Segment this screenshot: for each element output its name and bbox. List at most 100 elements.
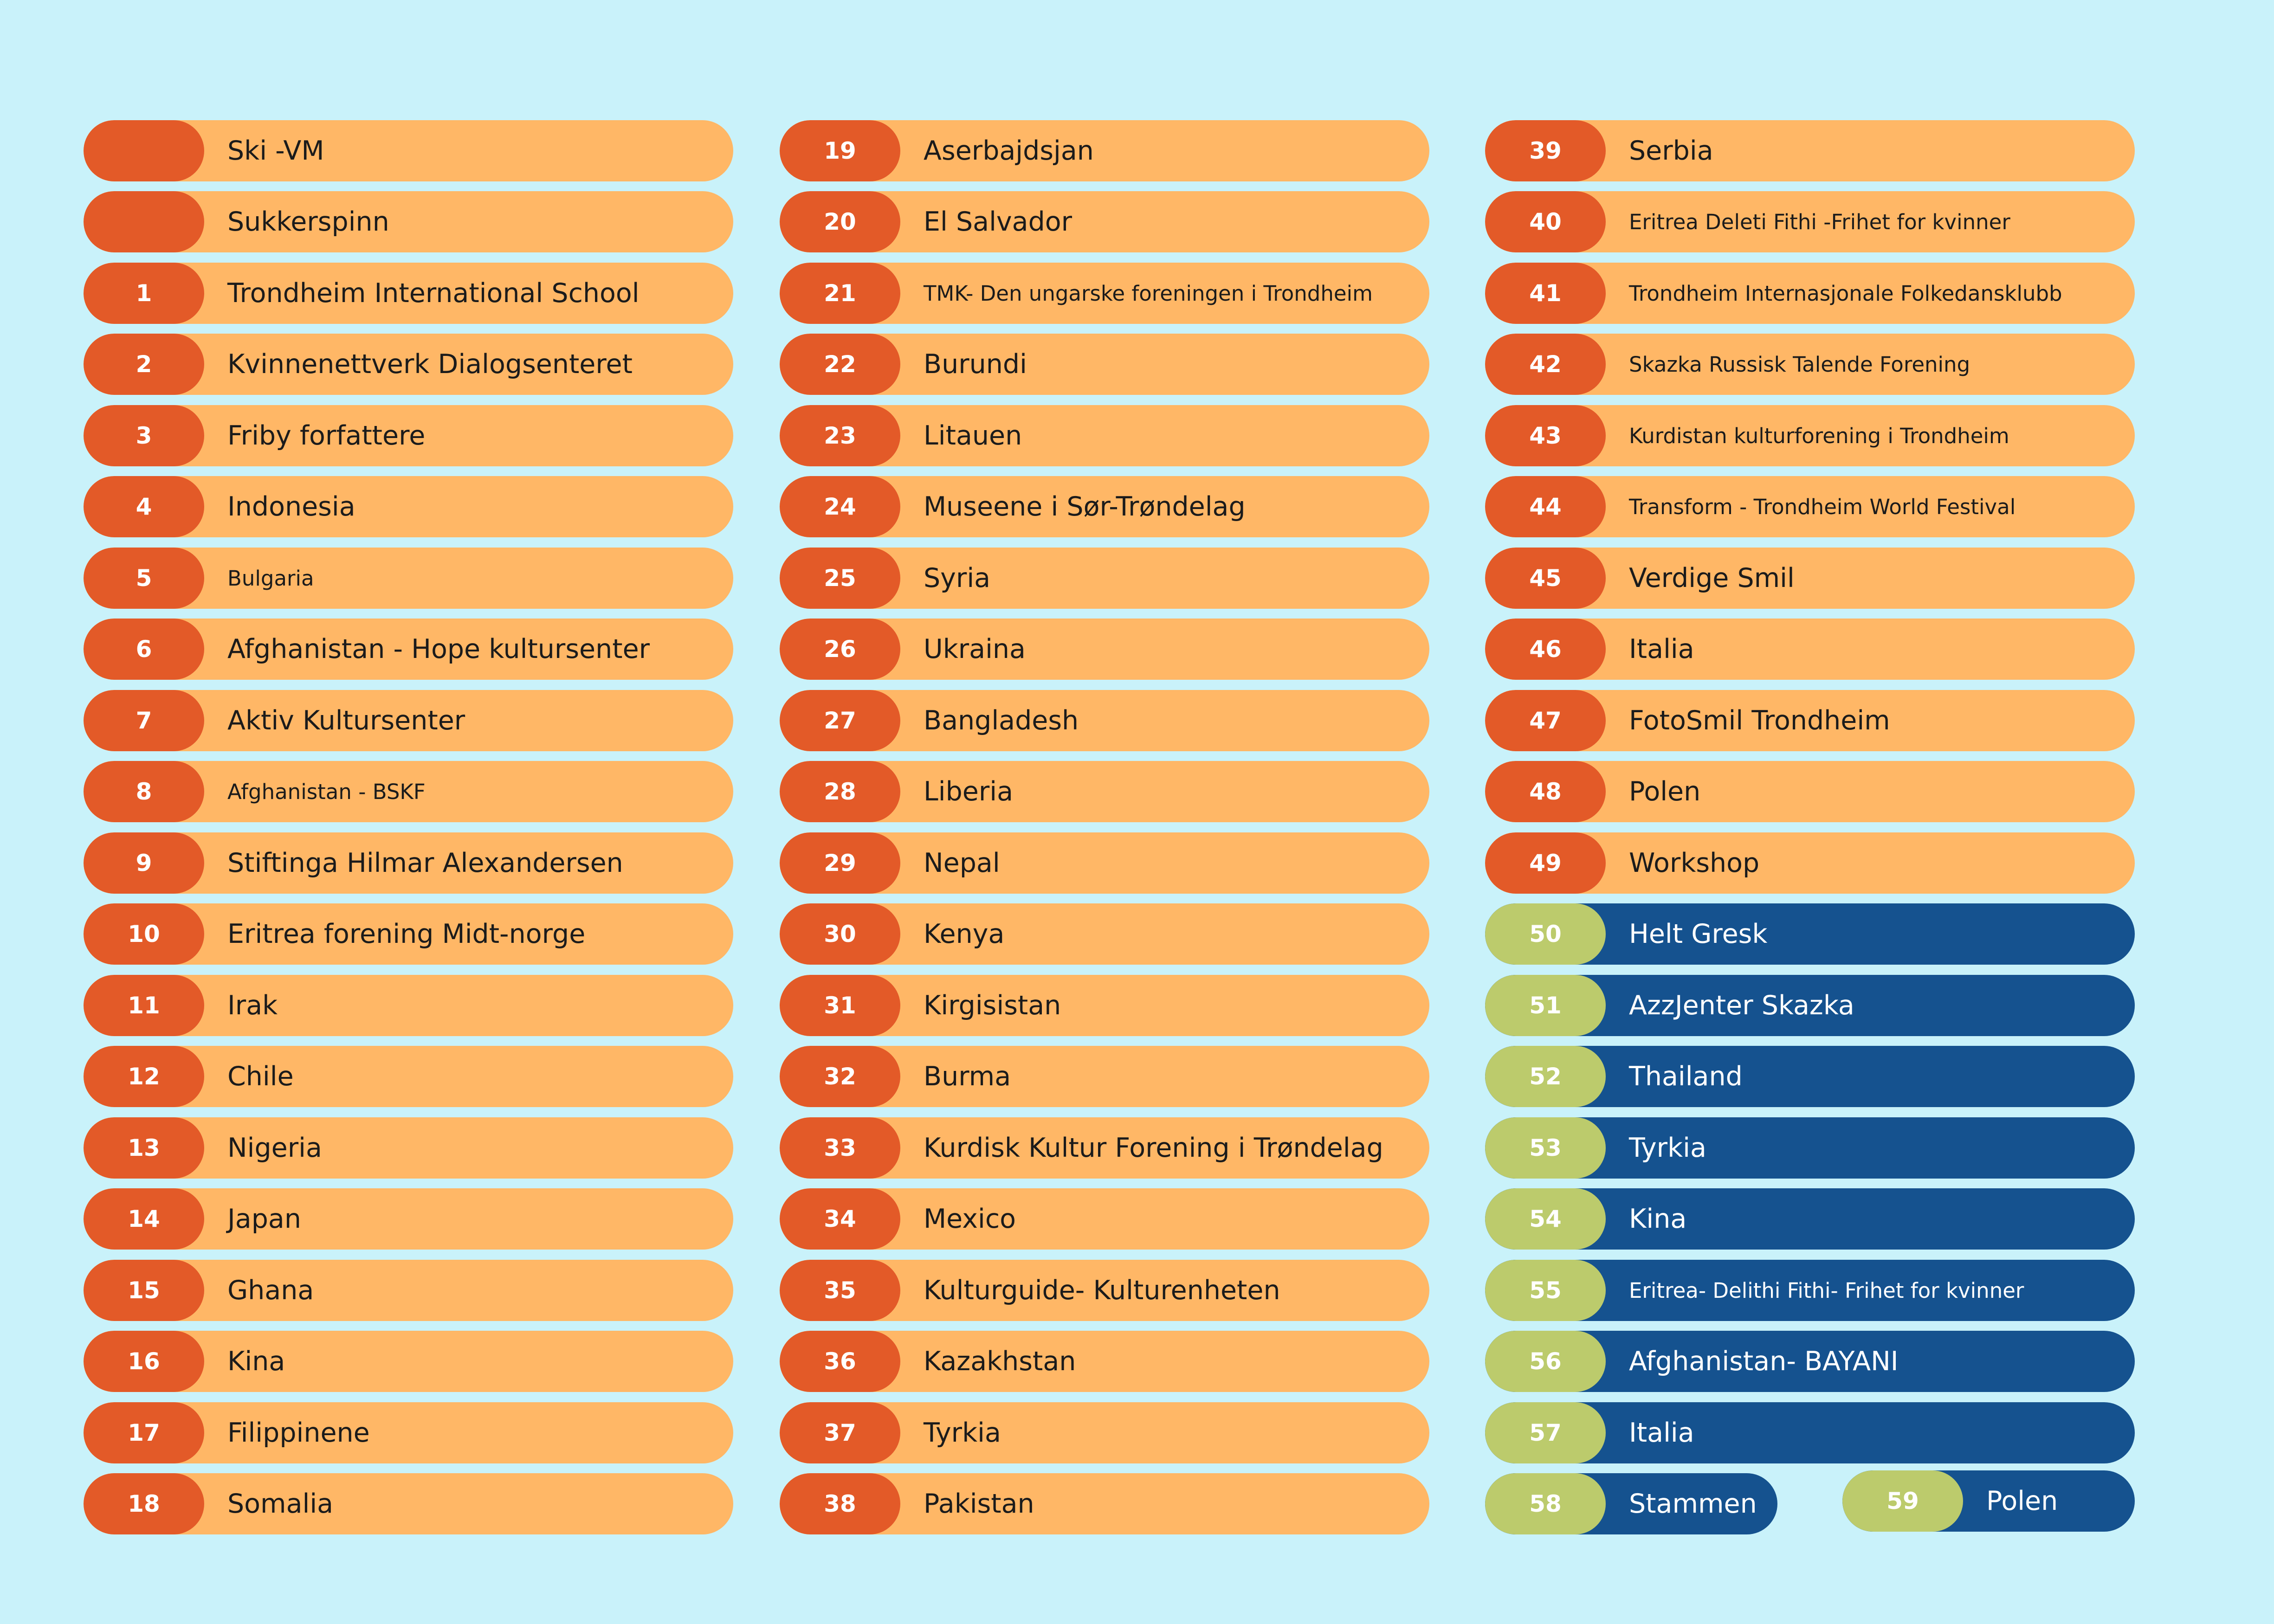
- item-label: Transform - Trondheim World Festival: [1629, 494, 2016, 519]
- item-label: Kvinnenettverk Dialogsenteret: [227, 349, 633, 380]
- item-label: Afghanistan- BAYANI: [1629, 1346, 1899, 1377]
- item-label: Pakistan: [924, 1489, 1034, 1519]
- item-number: 4: [84, 476, 204, 537]
- item-number: 28: [780, 761, 900, 822]
- list-item: 52 Thailand: [1485, 1046, 2135, 1107]
- item-number: 33: [780, 1117, 900, 1179]
- list-item: 44 Transform - Trondheim World Festival: [1485, 476, 2135, 537]
- item-number: 2: [84, 334, 204, 395]
- item-label: Workshop: [1629, 848, 1760, 878]
- list-item: 19 Aserbajdsjan: [780, 120, 1429, 181]
- item-number: 31: [780, 975, 900, 1036]
- item-number: 13: [84, 1117, 204, 1179]
- item-number: 16: [84, 1331, 204, 1392]
- list-item: 18 Somalia: [84, 1473, 733, 1534]
- list-item: 12 Chile: [84, 1046, 733, 1107]
- list-item: 16 Kina: [84, 1331, 733, 1392]
- item-number: 50: [1485, 903, 1606, 965]
- item-number: 24: [780, 476, 900, 537]
- item-number: 56: [1485, 1331, 1606, 1392]
- item-label: El Salvador: [924, 206, 1072, 237]
- list-item: 20 El Salvador: [780, 191, 1429, 252]
- item-number: 51: [1485, 975, 1606, 1036]
- item-label: Ghana: [227, 1275, 314, 1306]
- item-label: Tyrkia: [1629, 1133, 1706, 1163]
- item-label: Kazakhstan: [924, 1346, 1076, 1377]
- item-number: 22: [780, 334, 900, 395]
- item-label: Kulturguide- Kulturenheten: [924, 1275, 1280, 1306]
- item-label: Eritrea- Delithi Fithi- Frihet for kvinn…: [1629, 1278, 2024, 1303]
- item-number: 58: [1485, 1473, 1606, 1534]
- list-item: 34 Mexico: [780, 1188, 1429, 1250]
- item-number: [84, 191, 204, 252]
- item-number: 11: [84, 975, 204, 1036]
- list-item: 1 Trondheim International School: [84, 263, 733, 324]
- item-label: Italia: [1629, 1418, 1694, 1448]
- item-number: 45: [1485, 548, 1606, 609]
- item-number: 10: [84, 903, 204, 965]
- list-item: 41 Trondheim Internasjonale Folkedansklub…: [1485, 263, 2135, 324]
- item-label: Afghanistan - Hope kultursenter: [227, 634, 650, 664]
- item-number: 17: [84, 1402, 204, 1463]
- list-item: 30 Kenya: [780, 903, 1429, 965]
- item-label: Kenya: [924, 919, 1005, 949]
- item-label: Bulgaria: [227, 566, 314, 591]
- item-number: 15: [84, 1260, 204, 1321]
- item-label: Somalia: [227, 1489, 334, 1519]
- item-label: Afghanistan - BSKF: [227, 779, 426, 804]
- list-item: 59 Polen: [1842, 1470, 2135, 1532]
- item-number: 3: [84, 405, 204, 466]
- list-item: 40 Eritrea Deleti Fithi -Frihet for kvinn…: [1485, 191, 2135, 252]
- item-label: Mexico: [924, 1204, 1016, 1234]
- list-item: 35 Kulturguide- Kulturenheten: [780, 1260, 1429, 1321]
- list-item: 22 Burundi: [780, 334, 1429, 395]
- item-number: 40: [1485, 191, 1606, 252]
- item-label: Kurdisk Kultur Forening i Trøndelag: [924, 1133, 1383, 1163]
- item-number: 49: [1485, 832, 1606, 894]
- list-item: 10 Eritrea forening Midt-norge: [84, 903, 733, 965]
- list-item: 29 Nepal: [780, 832, 1429, 894]
- list-item: 5 Bulgaria: [84, 548, 733, 609]
- list-item: 28 Liberia: [780, 761, 1429, 822]
- list-item: 17 Filippinene: [84, 1402, 733, 1463]
- item-label: Italia: [1629, 634, 1694, 664]
- item-label: Chile: [227, 1061, 294, 1092]
- item-label: TMK- Den ungarske foreningen i Trondheim: [924, 281, 1373, 306]
- list-item: 58 Stammen: [1485, 1473, 1777, 1534]
- list-item: 2 Kvinnenettverk Dialogsenteret: [84, 334, 733, 395]
- list-item: 13 Nigeria: [84, 1117, 733, 1179]
- item-label: Irak: [227, 990, 278, 1021]
- item-label: Serbia: [1629, 135, 1713, 166]
- item-number: 29: [780, 832, 900, 894]
- item-label: Aktiv Kultursenter: [227, 705, 465, 736]
- list-item: 15 Ghana: [84, 1260, 733, 1321]
- item-label: Trondheim Internasjonale Folkedansklubb: [1629, 281, 2062, 306]
- item-label: Helt Gresk: [1629, 919, 1768, 949]
- list-item: 43 Kurdistan kulturforening i Trondheim: [1485, 405, 2135, 466]
- item-label: Stammen: [1629, 1489, 1757, 1519]
- item-number: 55: [1485, 1260, 1606, 1321]
- list-item: 39 Serbia: [1485, 120, 2135, 181]
- item-label: Eritrea forening Midt-norge: [227, 919, 586, 949]
- list-item: Sukkerspinn: [84, 191, 733, 252]
- list-item: 50 Helt Gresk: [1485, 903, 2135, 965]
- list-item: 48 Polen: [1485, 761, 2135, 822]
- item-number: 20: [780, 191, 900, 252]
- list-item: 47 FotoSmil Trondheim: [1485, 690, 2135, 751]
- item-number: 14: [84, 1188, 204, 1250]
- item-number: 41: [1485, 263, 1606, 324]
- item-number: 48: [1485, 761, 1606, 822]
- item-number: 19: [780, 120, 900, 181]
- item-label: Nepal: [924, 848, 1000, 878]
- list-item: 53 Tyrkia: [1485, 1117, 2135, 1179]
- item-label: Sukkerspinn: [227, 206, 389, 237]
- item-label: Litauen: [924, 420, 1022, 451]
- item-label: Bangladesh: [924, 705, 1079, 736]
- list-item: 26 Ukraina: [780, 619, 1429, 680]
- item-number: [84, 120, 204, 181]
- list-item: 3 Friby forfattere: [84, 405, 733, 466]
- item-label: Indonesia: [227, 491, 355, 522]
- item-number: 54: [1485, 1188, 1606, 1250]
- list-item: 49 Workshop: [1485, 832, 2135, 894]
- item-number: 30: [780, 903, 900, 965]
